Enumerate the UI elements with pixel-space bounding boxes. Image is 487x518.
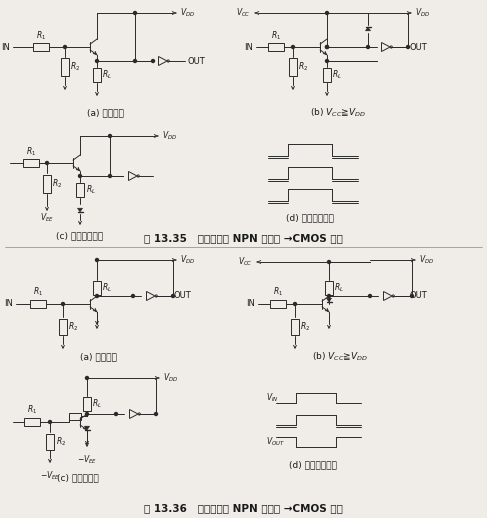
Circle shape (78, 175, 81, 178)
Text: $R_2$: $R_2$ (300, 321, 311, 333)
Circle shape (369, 295, 372, 297)
Text: (d) 输入输出波形: (d) 输入输出波形 (286, 213, 334, 223)
Circle shape (95, 295, 98, 297)
Text: $V_{DD}$: $V_{DD}$ (180, 254, 195, 266)
Text: (a) 共用电源: (a) 共用电源 (87, 108, 123, 118)
Text: $V_{CC}$: $V_{CC}$ (238, 256, 253, 268)
Text: $R_L$: $R_L$ (86, 184, 95, 196)
Circle shape (151, 60, 154, 63)
Text: $R_L$: $R_L$ (335, 282, 344, 294)
Circle shape (367, 46, 370, 49)
Circle shape (86, 412, 89, 415)
Text: $R_2$: $R_2$ (69, 321, 79, 333)
Text: (d) 输入输出波形: (d) 输入输出波形 (289, 461, 337, 469)
Circle shape (49, 421, 52, 424)
Circle shape (411, 295, 413, 297)
Circle shape (407, 46, 410, 49)
Circle shape (131, 295, 134, 297)
Text: $V_{DD}$: $V_{DD}$ (180, 7, 195, 19)
Text: $R_L$: $R_L$ (102, 282, 112, 294)
Text: $V_{DD}$: $V_{DD}$ (419, 254, 434, 266)
Circle shape (133, 60, 136, 63)
Text: $V_{EE}$: $V_{EE}$ (40, 211, 54, 223)
Circle shape (86, 377, 89, 380)
Text: $R_L$: $R_L$ (93, 398, 102, 410)
Text: (b) $V_{CC}$≧$V_{DD}$: (b) $V_{CC}$≧$V_{DD}$ (310, 107, 366, 119)
Circle shape (63, 46, 67, 49)
Text: $R_1$: $R_1$ (27, 404, 37, 416)
Text: $R_1$: $R_1$ (33, 286, 43, 298)
Text: IN: IN (4, 299, 13, 309)
Circle shape (109, 175, 112, 178)
Polygon shape (326, 298, 332, 302)
Polygon shape (366, 27, 371, 31)
Circle shape (109, 135, 112, 137)
Text: $R_2$: $R_2$ (71, 61, 81, 73)
Text: OUT: OUT (187, 56, 205, 65)
Text: $-V_{EE}$: $-V_{EE}$ (77, 453, 97, 466)
Circle shape (325, 46, 329, 49)
Text: OUT: OUT (410, 42, 428, 51)
Circle shape (327, 261, 331, 264)
Polygon shape (85, 426, 90, 430)
Text: (b) $V_{CC}$≧$V_{DD}$: (b) $V_{CC}$≧$V_{DD}$ (312, 351, 368, 363)
Text: $R_L$: $R_L$ (102, 69, 112, 81)
Circle shape (114, 412, 117, 415)
Circle shape (292, 46, 295, 49)
Text: (c) 正负电平输入: (c) 正负电平输入 (56, 232, 104, 240)
Text: 图 13.36   发射极接地 NPN 晶体管 →CMOS 接口: 图 13.36 发射极接地 NPN 晶体管 →CMOS 接口 (144, 503, 342, 513)
Text: OUT: OUT (173, 292, 191, 300)
Text: 图 13.35   射极跟随器 NPN 晶体管 →CMOS 接口: 图 13.35 射极跟随器 NPN 晶体管 →CMOS 接口 (144, 233, 342, 243)
Text: IN: IN (1, 42, 10, 51)
Text: $V_{IN}$: $V_{IN}$ (266, 392, 279, 404)
Text: $R_1$: $R_1$ (26, 145, 36, 157)
Circle shape (95, 258, 98, 262)
Text: $R_L$: $R_L$ (333, 69, 342, 81)
Text: IN: IN (244, 42, 253, 51)
Text: $V_{CC}$: $V_{CC}$ (236, 7, 251, 19)
Text: $R_2$: $R_2$ (53, 178, 63, 190)
Text: $V_{DD}$: $V_{DD}$ (162, 130, 177, 142)
Circle shape (45, 162, 49, 165)
Text: $R_1$: $R_1$ (273, 286, 283, 298)
Text: (a) 共用电源: (a) 共用电源 (79, 353, 116, 362)
Circle shape (325, 60, 329, 63)
Polygon shape (77, 208, 82, 212)
Text: $R_1$: $R_1$ (271, 29, 281, 41)
Circle shape (61, 303, 64, 306)
Text: OUT: OUT (410, 292, 428, 300)
Text: $R_2$: $R_2$ (56, 436, 66, 448)
Circle shape (95, 60, 98, 63)
Circle shape (171, 295, 174, 297)
Circle shape (294, 303, 297, 306)
Text: $V_{DD}$: $V_{DD}$ (163, 372, 178, 384)
Text: $R_2$: $R_2$ (299, 61, 309, 73)
Circle shape (325, 11, 329, 15)
Text: $R_1$: $R_1$ (36, 29, 46, 41)
Circle shape (133, 11, 136, 15)
Text: (c) 负电平输入: (c) 负电平输入 (57, 473, 99, 482)
Circle shape (154, 412, 157, 415)
Text: $V_{DD}$: $V_{DD}$ (415, 7, 430, 19)
Text: $V_{OUT}$: $V_{OUT}$ (266, 436, 285, 448)
Text: $-V_{EE}$: $-V_{EE}$ (40, 469, 60, 482)
Circle shape (327, 295, 331, 297)
Circle shape (325, 46, 329, 49)
Text: IN: IN (246, 299, 255, 309)
